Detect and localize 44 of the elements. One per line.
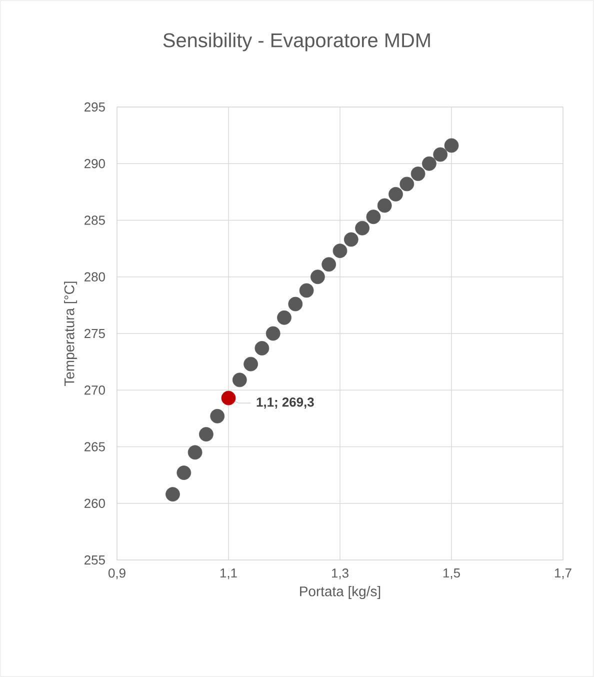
point (254, 341, 270, 356)
point (400, 176, 414, 192)
point (366, 210, 381, 224)
y-tick-label: 265 (84, 442, 105, 452)
point (332, 244, 348, 258)
y-tick-label: 275 (84, 328, 105, 338)
chart-title: Sensibility - Evaporatore MDM (163, 32, 430, 52)
point (277, 310, 292, 325)
x-tick-label: 1,1 (220, 568, 237, 580)
point (232, 372, 247, 388)
point (388, 187, 403, 202)
x-tick-label: 0,9 (108, 568, 126, 580)
point (299, 283, 314, 298)
point (355, 220, 370, 236)
y-tick-label: 255 (84, 555, 105, 565)
point (288, 296, 303, 312)
y-tick-label: 290 (84, 159, 105, 168)
point (322, 257, 336, 272)
x-tick-label: 1,7 (554, 568, 572, 580)
x-tick-label: 1,5 (443, 568, 460, 580)
y-tick-label: 280 (84, 272, 105, 282)
y-tick-label: 295 (84, 102, 105, 112)
y-tick-label: 285 (84, 216, 105, 225)
point (199, 427, 214, 442)
y-axis-title: Temperatura [°C] (64, 282, 78, 386)
point (221, 390, 236, 406)
y-tick-label: 260 (84, 498, 105, 508)
point (176, 466, 192, 480)
point (266, 326, 280, 341)
y-tick-label: 270 (84, 386, 105, 395)
point (377, 198, 392, 213)
data-label: 1,1; 269,3 (256, 398, 314, 409)
point (244, 356, 258, 372)
point (422, 156, 436, 171)
point (188, 445, 202, 460)
point (444, 138, 459, 153)
point (433, 147, 448, 162)
point (344, 232, 358, 247)
x-tick-label: 1,3 (332, 568, 348, 580)
x-axis-title: Portata [kg/s] (300, 586, 380, 600)
point (210, 408, 225, 424)
point (310, 270, 325, 284)
point (166, 487, 180, 502)
point (410, 166, 426, 182)
